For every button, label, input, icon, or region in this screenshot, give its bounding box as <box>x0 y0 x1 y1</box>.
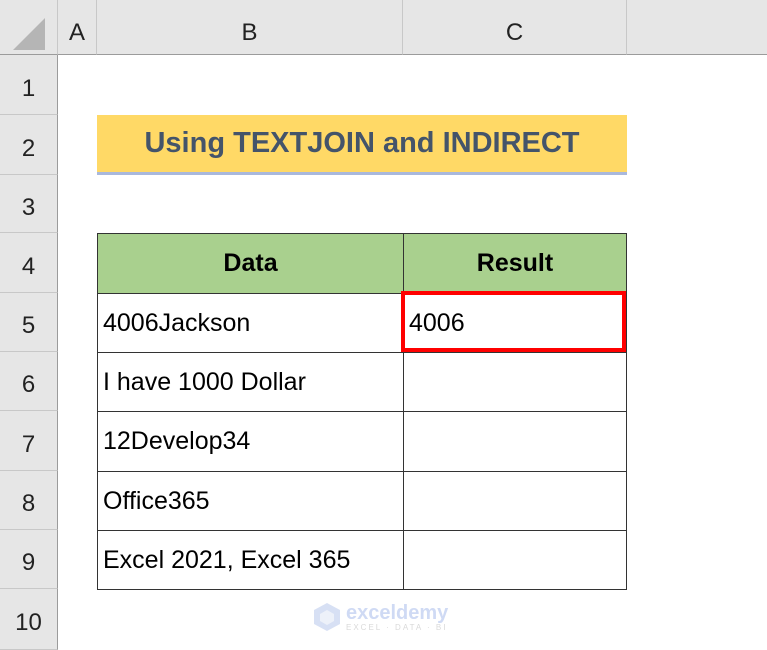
column-header-a[interactable]: A <box>58 0 97 55</box>
row-header-5[interactable]: 5 <box>0 293 58 352</box>
row-header-4[interactable]: 4 <box>0 233 58 293</box>
result-cell-text: 4006 <box>409 308 465 337</box>
row-header-6[interactable]: 6 <box>0 352 58 411</box>
header-result-text: Result <box>476 249 554 277</box>
column-header-c[interactable]: C <box>403 0 627 55</box>
title-cell[interactable]: Using TEXTJOIN and INDIRECT <box>97 115 627 175</box>
data-cell-text: Office365 <box>103 486 210 515</box>
result-cell[interactable] <box>403 530 627 590</box>
data-cell[interactable]: 12Develop34 <box>97 411 404 472</box>
watermark-tagline: EXCEL · DATA · BI <box>346 622 448 632</box>
header-data-text: Data <box>223 249 278 277</box>
data-cell[interactable]: Office365 <box>97 471 404 531</box>
select-all-button[interactable] <box>0 0 58 55</box>
title-text: Using TEXTJOIN and INDIRECT <box>144 127 580 159</box>
data-cell[interactable]: 4006Jackson <box>97 293 404 353</box>
data-cell-text: 12Develop34 <box>103 427 251 455</box>
row-header-10[interactable]: 10 <box>0 589 58 650</box>
header-result[interactable]: Result <box>403 233 627 294</box>
result-cell[interactable] <box>403 352 627 412</box>
row-header-9[interactable]: 9 <box>0 530 58 589</box>
exceldemy-logo-icon <box>314 603 340 631</box>
row-header-1[interactable]: 1 <box>0 55 58 115</box>
data-cell[interactable]: Excel 2021, Excel 365 <box>97 530 404 590</box>
data-cell-text: 4006Jackson <box>103 308 251 337</box>
watermark-brand: exceldemy <box>346 601 449 624</box>
selected-cell-outline <box>401 291 626 352</box>
row-header-2[interactable]: 2 <box>0 115 58 175</box>
data-cell[interactable]: I have 1000 Dollar <box>97 352 404 412</box>
header-data[interactable]: Data <box>97 233 404 294</box>
result-cell[interactable] <box>403 411 627 472</box>
row-header-3[interactable]: 3 <box>0 175 58 233</box>
column-header-b[interactable]: B <box>97 0 403 55</box>
data-cell-text: I have 1000 Dollar <box>103 367 306 396</box>
watermark: exceldemy EXCEL · DATA · BI <box>312 602 448 632</box>
result-cell[interactable] <box>403 471 627 531</box>
column-header-d[interactable] <box>627 0 767 55</box>
data-cell-text: Excel 2021, Excel 365 <box>103 545 351 574</box>
row-header-8[interactable]: 8 <box>0 471 58 530</box>
row-header-7[interactable]: 7 <box>0 411 58 471</box>
select-all-triangle-icon <box>12 18 45 50</box>
